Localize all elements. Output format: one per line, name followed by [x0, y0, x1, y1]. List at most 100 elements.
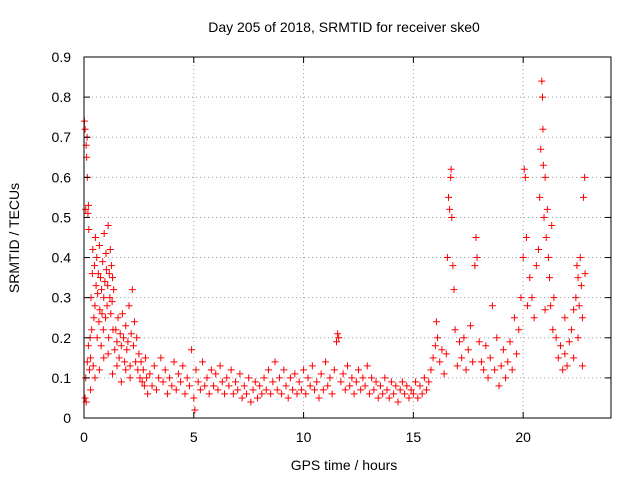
data-point	[575, 302, 583, 310]
data-point	[436, 358, 444, 366]
x-tick-label: 20	[515, 429, 531, 445]
data-point	[293, 390, 301, 398]
data-point	[365, 390, 373, 398]
data-point	[550, 294, 558, 302]
data-point	[528, 294, 536, 302]
data-point	[232, 378, 240, 386]
data-point	[567, 326, 575, 334]
data-point	[83, 358, 91, 366]
data-point	[574, 334, 582, 342]
data-point	[157, 354, 165, 362]
data-point	[96, 306, 104, 314]
data-point	[447, 165, 455, 173]
data-point	[504, 358, 512, 366]
data-point	[163, 390, 171, 398]
x-tick-label: 0	[80, 429, 88, 445]
y-tick-label: 0.6	[52, 169, 72, 185]
data-point	[554, 354, 562, 362]
data-point	[106, 294, 114, 302]
data-point	[91, 234, 99, 241]
data-point	[280, 366, 288, 374]
data-point	[537, 145, 545, 153]
data-point	[98, 310, 106, 318]
data-point	[510, 314, 518, 322]
data-point	[445, 193, 453, 201]
data-point	[341, 386, 349, 394]
data-point	[177, 378, 185, 386]
data-point	[462, 366, 470, 374]
data-point	[128, 286, 136, 294]
data-point	[102, 250, 110, 258]
data-point	[513, 350, 521, 358]
data-point	[346, 382, 354, 390]
data-point	[143, 374, 151, 382]
data-point	[543, 205, 551, 213]
data-point	[113, 362, 121, 370]
data-point	[126, 374, 134, 382]
data-point	[188, 346, 196, 354]
data-point	[140, 382, 148, 390]
data-point	[212, 370, 220, 378]
data-point	[227, 366, 235, 374]
data-point	[225, 382, 233, 390]
data-point	[242, 390, 250, 398]
data-point	[205, 390, 213, 398]
data-point	[466, 322, 474, 330]
data-point	[249, 386, 257, 394]
y-tick-label: 0.5	[52, 209, 72, 225]
data-point	[155, 374, 163, 382]
data-point	[448, 213, 456, 221]
data-point	[192, 366, 200, 374]
data-point	[539, 125, 547, 133]
data-point	[337, 378, 345, 386]
data-point	[458, 354, 466, 362]
data-point	[578, 314, 586, 322]
data-point	[359, 374, 367, 382]
data-point	[403, 382, 411, 390]
data-point	[123, 346, 131, 354]
data-point	[99, 258, 107, 266]
data-point	[93, 254, 101, 262]
y-axis-label: SRMTID / TECUs	[6, 183, 22, 293]
data-point	[464, 346, 472, 354]
data-point	[574, 274, 582, 282]
x-axis-tick-labels: 0 5 10 15 20	[80, 429, 531, 445]
data-point	[416, 382, 424, 390]
data-point	[473, 254, 481, 262]
data-point	[170, 358, 178, 366]
data-point	[92, 282, 100, 290]
data-point	[420, 374, 428, 382]
data-point	[361, 382, 369, 390]
data-point	[107, 262, 115, 270]
data-point	[542, 234, 550, 241]
data-point	[383, 386, 391, 394]
data-point	[581, 173, 589, 181]
data-point	[521, 173, 529, 181]
data-point	[418, 390, 426, 398]
data-point	[191, 406, 199, 414]
data-point	[396, 386, 404, 394]
data-point	[547, 302, 555, 310]
data-point	[161, 366, 169, 374]
data-point	[96, 274, 104, 282]
data-point	[493, 334, 501, 342]
data-point	[84, 342, 92, 350]
data-point	[449, 262, 457, 270]
data-point	[559, 366, 567, 374]
y-tick-label: 0.9	[52, 49, 72, 65]
data-point	[354, 366, 362, 374]
data-point	[104, 282, 112, 290]
data-point	[333, 338, 341, 346]
data-point	[580, 193, 588, 201]
data-point	[251, 378, 259, 386]
data-point	[253, 394, 261, 402]
plot-area-frame	[83, 56, 612, 419]
data-point	[267, 390, 275, 398]
y-tick-label: 0.2	[52, 330, 72, 346]
data-point	[104, 350, 112, 358]
data-point	[82, 205, 90, 213]
data-point	[548, 221, 556, 229]
data-point	[446, 205, 454, 213]
data-point	[116, 330, 124, 338]
data-point	[85, 366, 93, 374]
